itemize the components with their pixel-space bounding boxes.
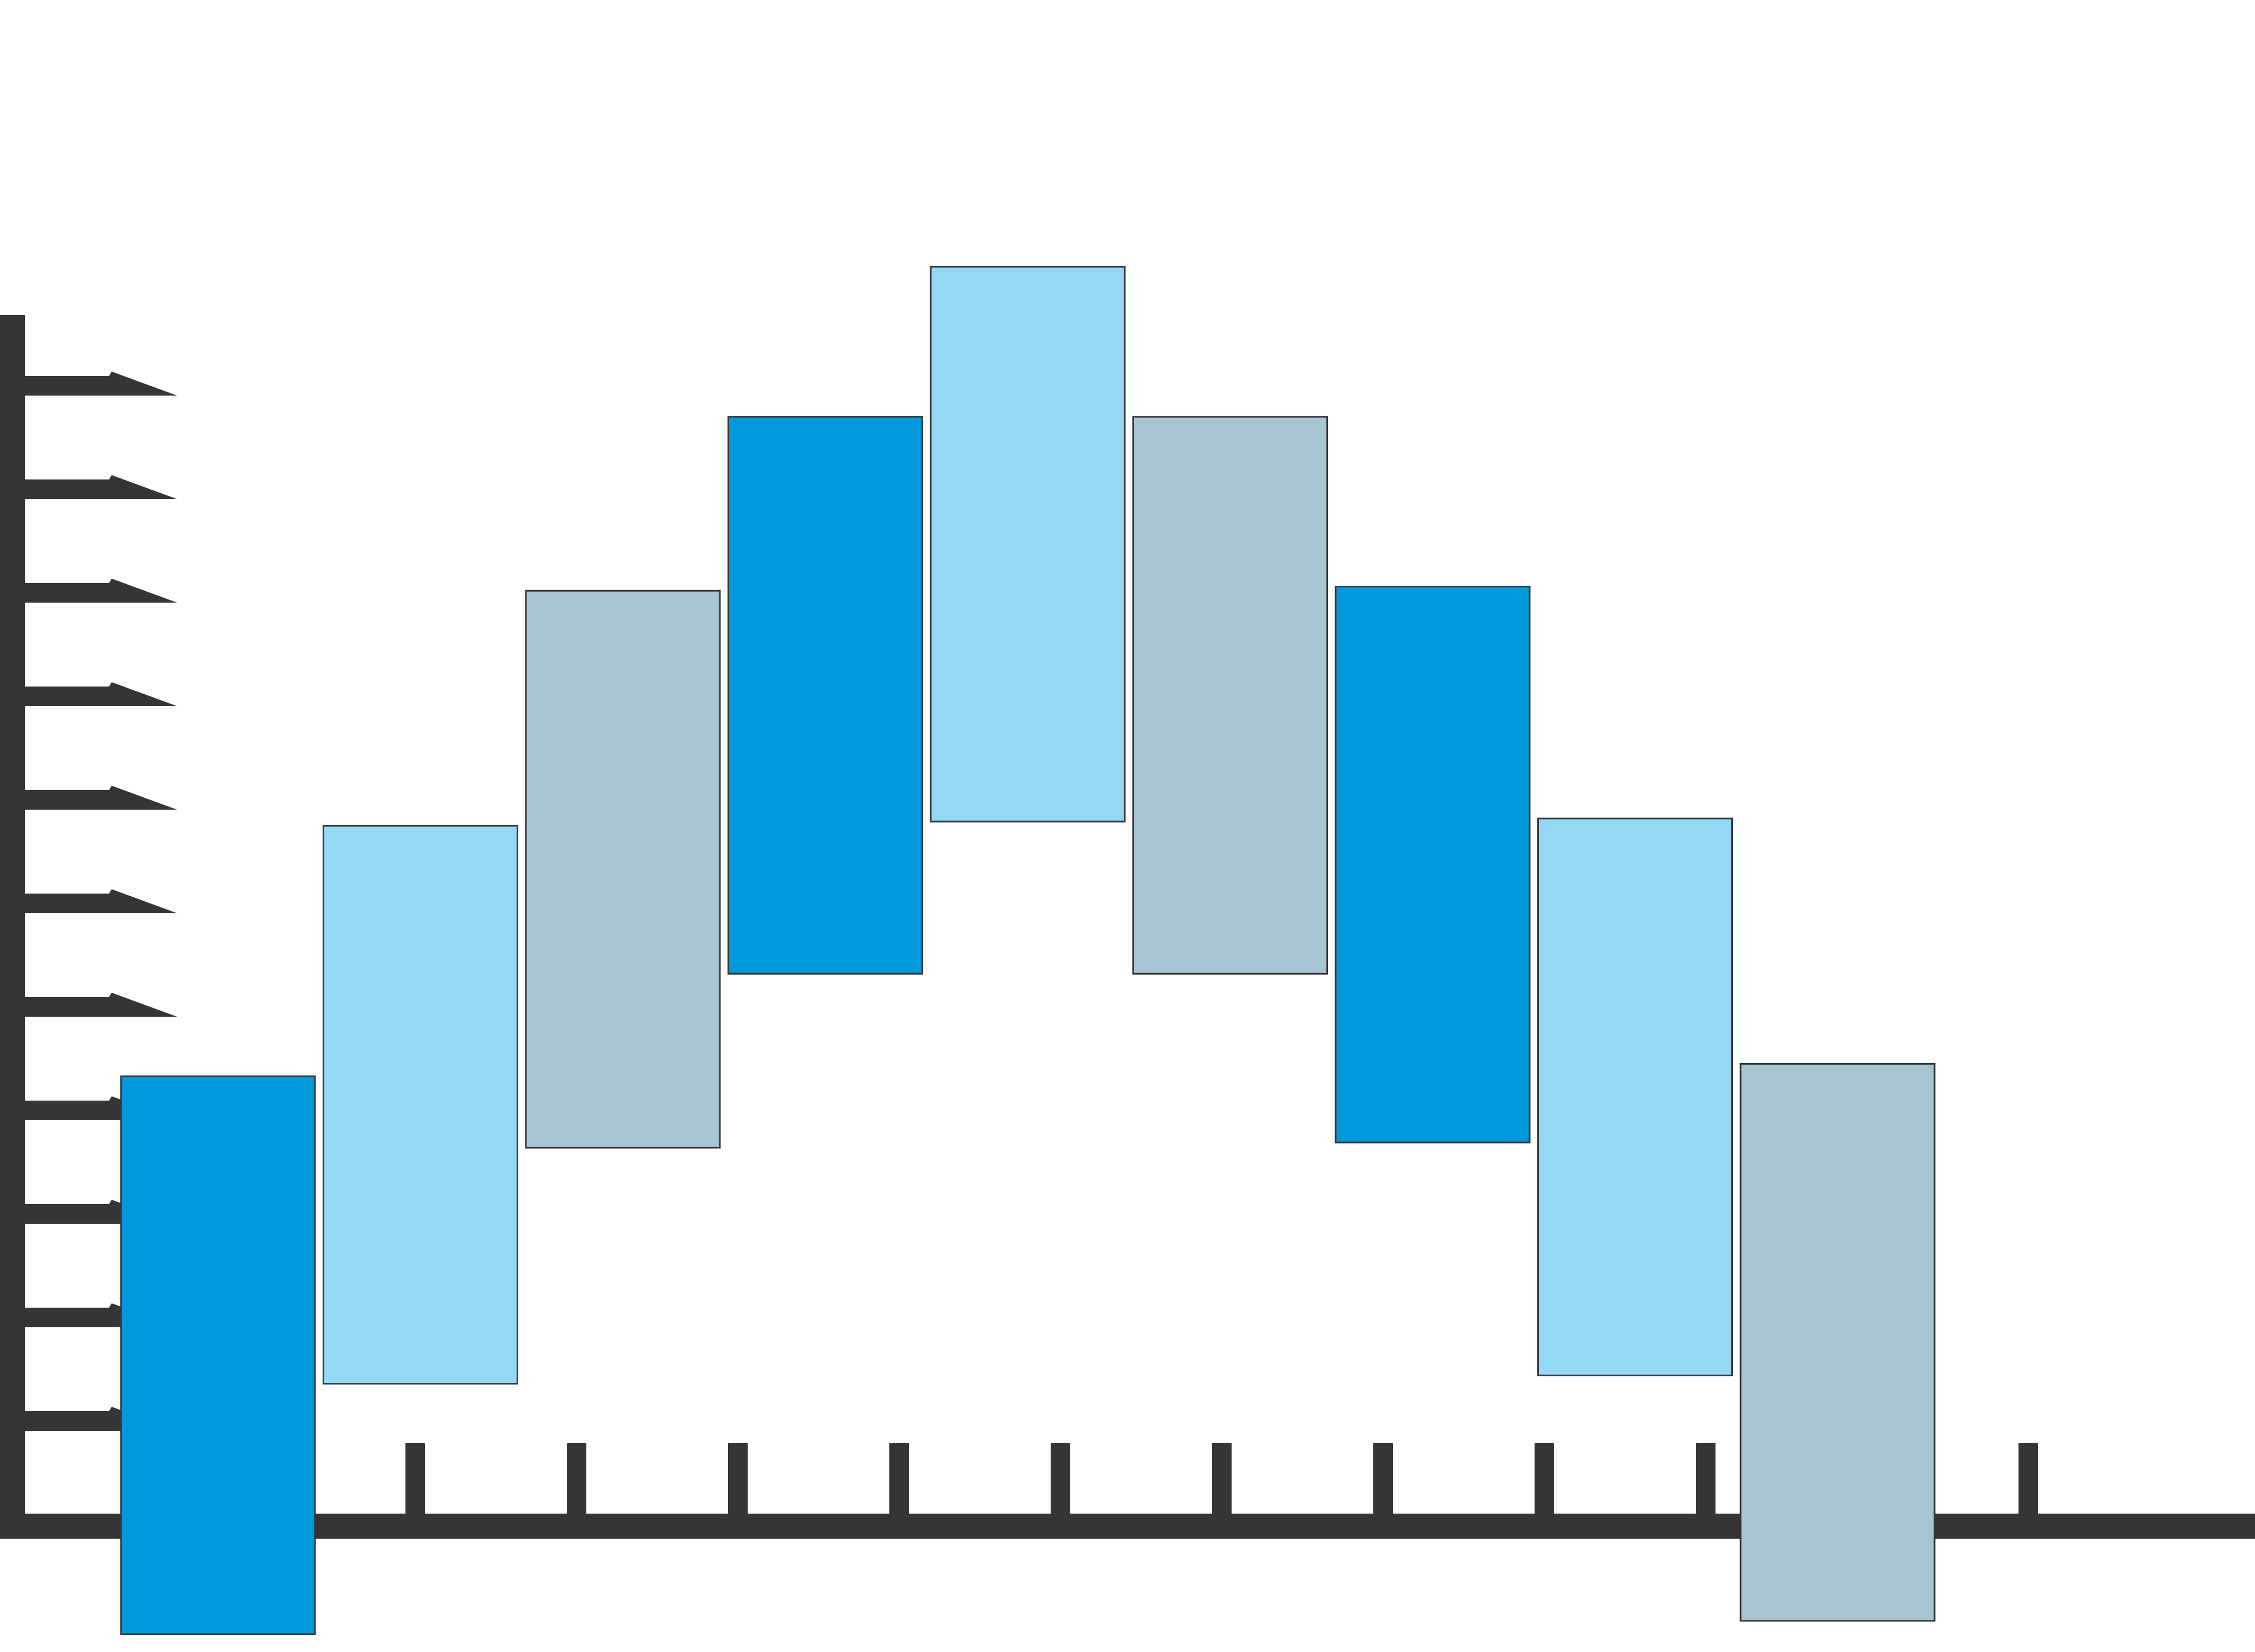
x-tick-mark bbox=[2018, 1443, 2038, 1525]
y-tick-mark bbox=[12, 372, 177, 396]
x-tick-mark bbox=[728, 1443, 748, 1525]
x-tick-mark bbox=[1696, 1443, 1716, 1525]
x-tick-mark bbox=[1051, 1443, 1070, 1525]
x-tick-mark bbox=[567, 1443, 586, 1525]
y-tick-mark bbox=[12, 475, 177, 499]
y-tick-mark bbox=[12, 682, 177, 706]
x-tick-mark bbox=[1373, 1443, 1393, 1525]
bar-7 bbox=[1335, 586, 1531, 1144]
x-axis-ticks bbox=[405, 1443, 2038, 1525]
x-tick-mark bbox=[1535, 1443, 1554, 1525]
x-tick-mark bbox=[405, 1443, 425, 1525]
bar-8 bbox=[1537, 817, 1733, 1376]
bar-1 bbox=[120, 1075, 316, 1635]
x-tick-mark bbox=[1212, 1443, 1232, 1525]
x-tick-mark bbox=[889, 1443, 909, 1525]
bar-9 bbox=[1739, 1063, 1936, 1622]
bar-3 bbox=[525, 590, 721, 1149]
y-tick-mark bbox=[12, 579, 177, 603]
y-tick-mark bbox=[12, 993, 177, 1017]
bar-4 bbox=[728, 416, 923, 975]
y-tick-mark bbox=[12, 786, 177, 810]
bar-6 bbox=[1132, 416, 1328, 975]
bars bbox=[120, 266, 1936, 1635]
y-tick-mark bbox=[12, 889, 177, 913]
bar-2 bbox=[323, 825, 518, 1385]
y-axis-line bbox=[0, 315, 25, 1539]
bar-5 bbox=[930, 266, 1126, 823]
